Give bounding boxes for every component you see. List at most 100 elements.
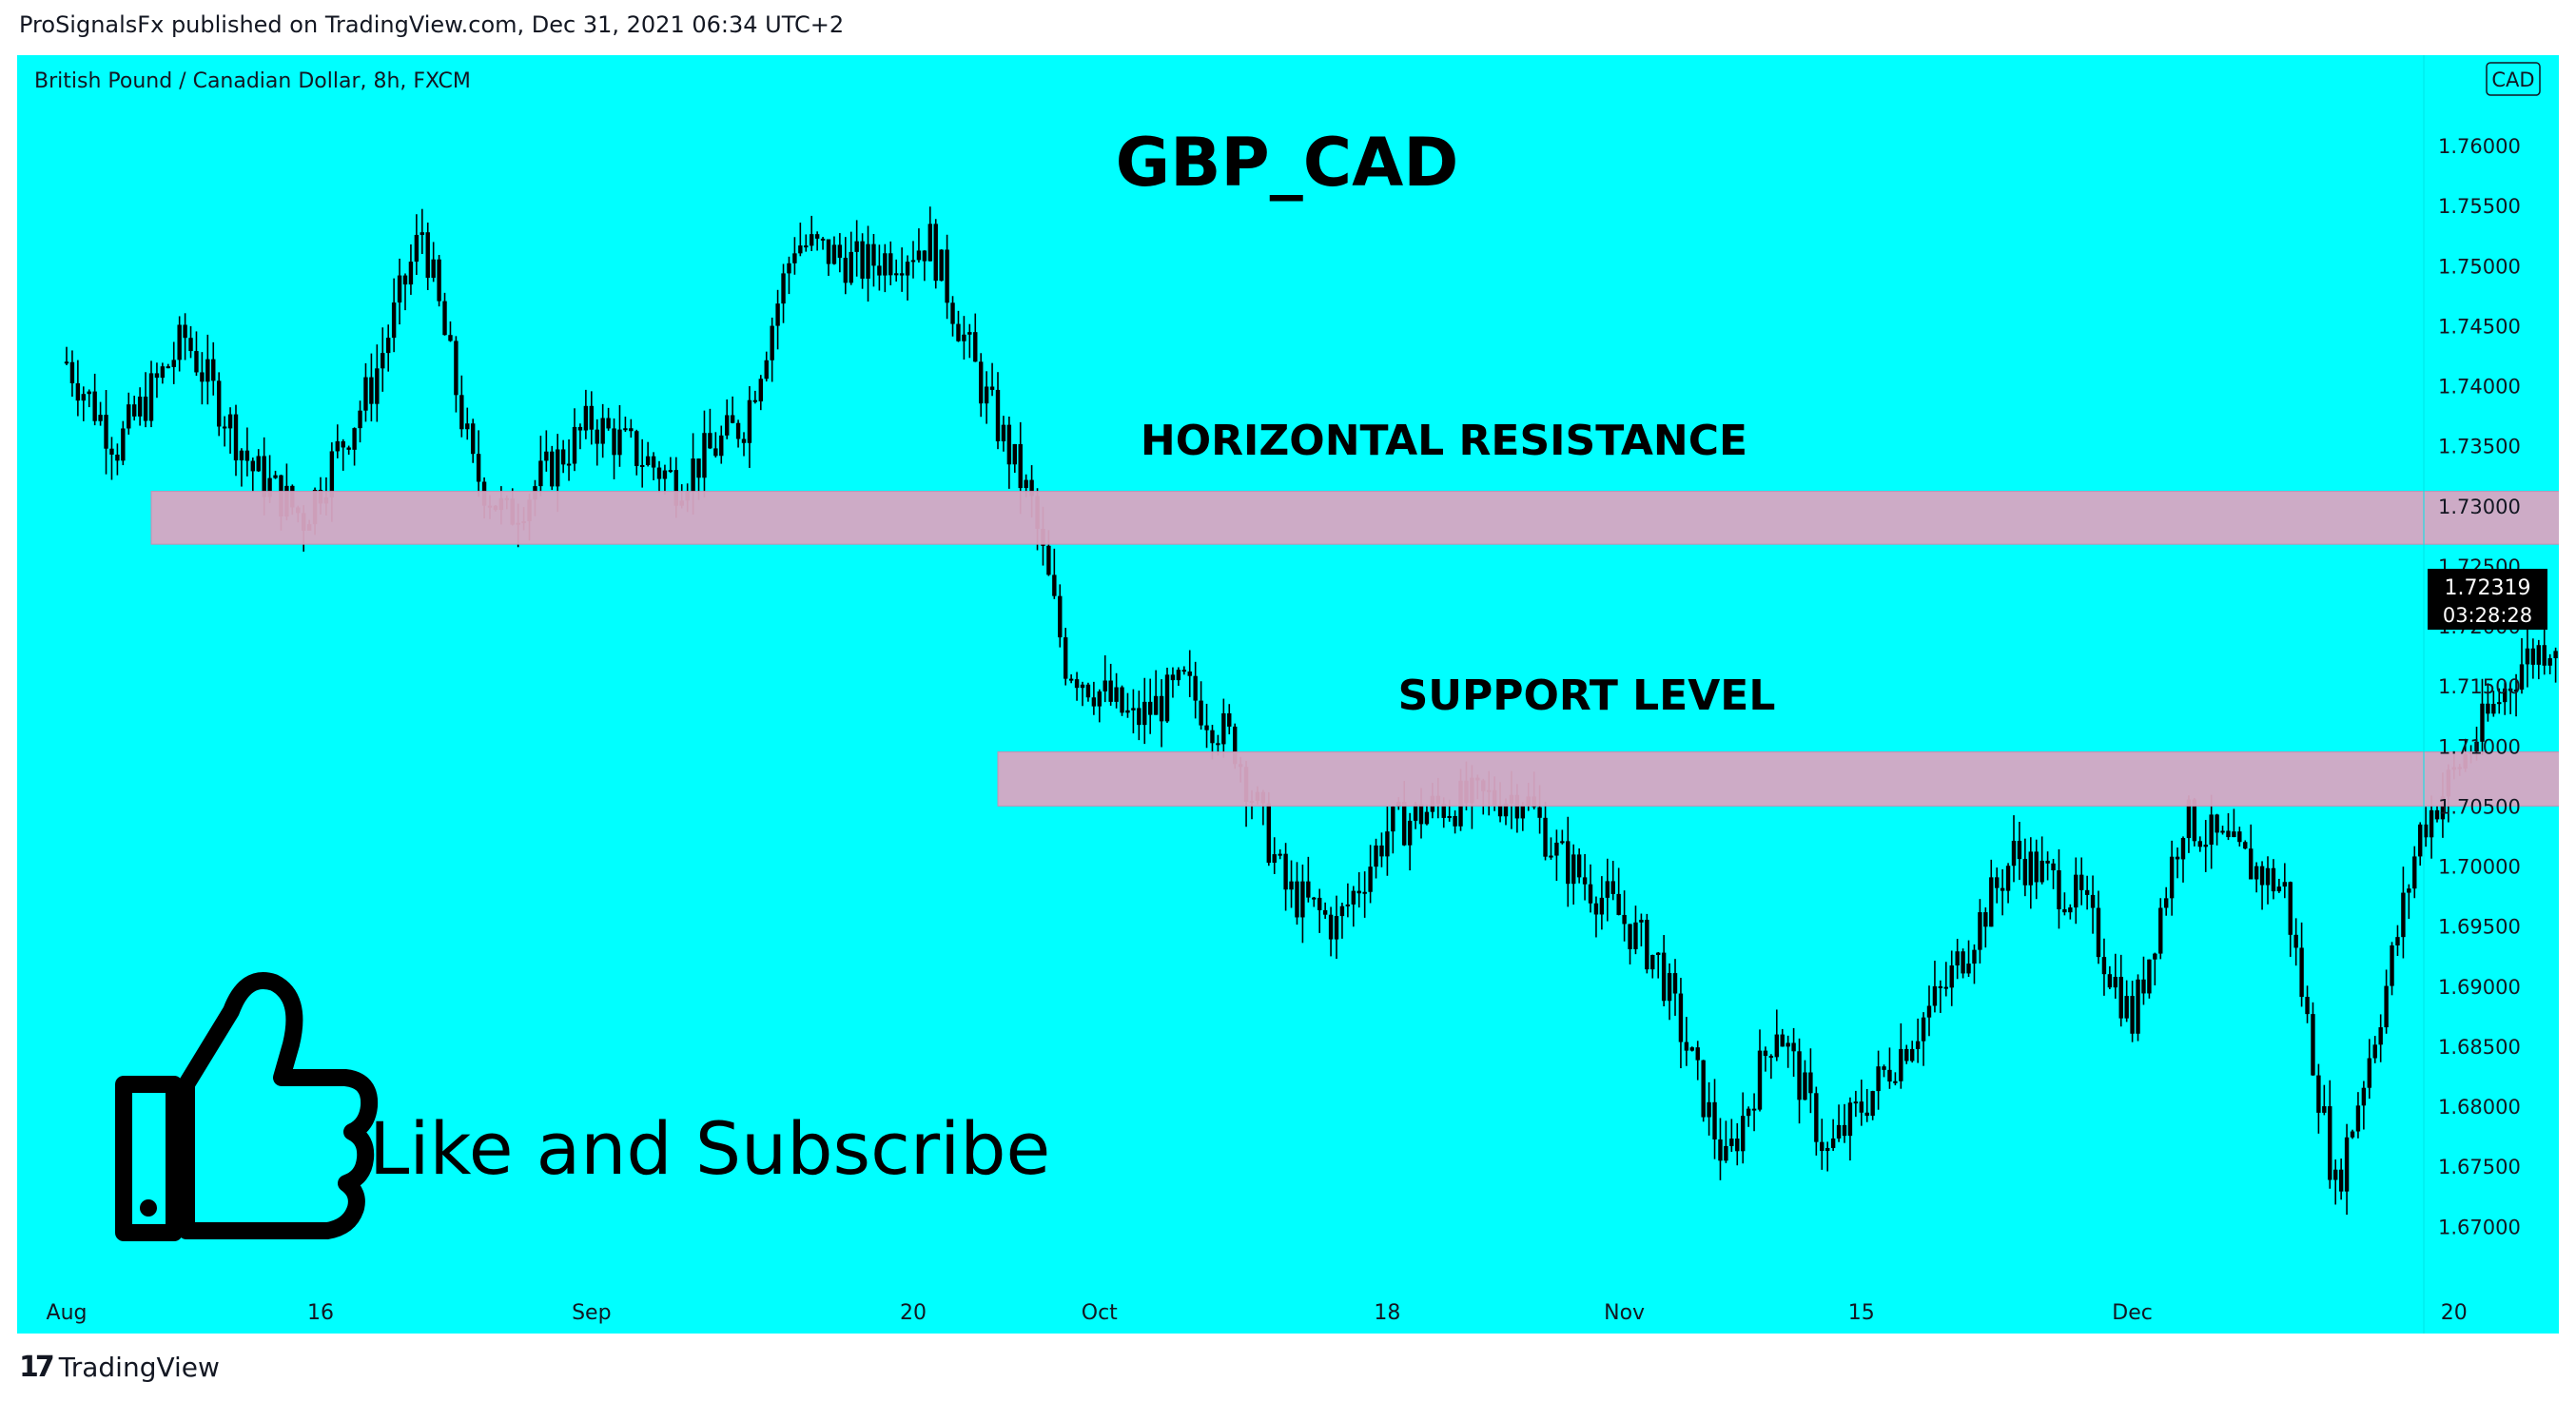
- candle-body: [860, 241, 865, 279]
- candle-body: [589, 405, 594, 430]
- candle-body: [233, 414, 239, 461]
- candle-body: [1689, 1047, 1694, 1051]
- candle-body: [2288, 882, 2293, 935]
- candle-body: [950, 302, 955, 324]
- candle-body: [2322, 1106, 2327, 1113]
- candle-body: [1385, 831, 1390, 857]
- candle-body: [792, 253, 797, 263]
- candle-body: [454, 341, 459, 396]
- candle-body: [2084, 889, 2090, 895]
- candle-body: [1080, 684, 1085, 689]
- candle-body: [2378, 1027, 2383, 1045]
- candle-body: [2232, 831, 2236, 838]
- time-axis[interactable]: Aug16Sep20Oct18Nov15Dec20202217: [47, 1301, 2559, 1325]
- candle-body: [2530, 648, 2536, 665]
- candle-body: [2271, 867, 2276, 892]
- candle-body: [1859, 1101, 1864, 1113]
- candle-body: [1266, 803, 1271, 864]
- candle-body: [538, 460, 543, 487]
- candle-body: [1402, 802, 1407, 846]
- price-axis[interactable]: 1.76000 1.75500 1.75000 1.74500 1.74000 1.735…: [2423, 55, 2547, 1334]
- candle-body: [1949, 965, 1954, 988]
- footer-brand[interactable]: 17 TradingView: [19, 1351, 220, 1384]
- candle-body: [1893, 1081, 1898, 1083]
- candle-body: [979, 361, 984, 404]
- candle-body: [1418, 804, 1424, 825]
- candle-body: [160, 366, 166, 379]
- bar-countdown: 03:28:28: [2443, 604, 2532, 627]
- candle-body: [1543, 817, 1548, 857]
- candle-body: [2113, 976, 2117, 988]
- candle-body: [1593, 903, 1599, 915]
- candle-body: [244, 450, 250, 461]
- candle-body: [143, 396, 148, 421]
- candle-body: [1566, 841, 1571, 885]
- candle-body: [962, 334, 966, 341]
- currency-badge[interactable]: [2486, 62, 2541, 96]
- candle-body: [1768, 1056, 1774, 1059]
- candle-body: [1334, 916, 1339, 940]
- candle-body: [397, 275, 402, 303]
- x-tick-label: 20: [2441, 1301, 2468, 1325]
- candle-body: [2486, 703, 2490, 714]
- candle-body: [662, 470, 668, 479]
- candle-body: [696, 458, 701, 478]
- candle-body: [2259, 866, 2265, 886]
- candle-body: [2503, 688, 2508, 703]
- candle-body: [1097, 691, 1102, 707]
- candle-body: [414, 234, 420, 263]
- candle-body: [995, 389, 1001, 441]
- candle-body: [1678, 993, 1684, 1042]
- y-tick-label: 1.69500: [2438, 916, 2521, 939]
- candle-body: [2440, 796, 2446, 820]
- candle-body: [1842, 1124, 1847, 1137]
- candle-body: [1622, 914, 1627, 925]
- candle-body: [1091, 697, 1097, 707]
- candle-body: [730, 415, 735, 423]
- candle-body: [2237, 831, 2242, 843]
- candle-body: [1701, 1060, 1706, 1118]
- candle-body: [358, 410, 362, 429]
- candle-body: [787, 263, 791, 274]
- y-tick-label: 1.70000: [2438, 856, 2521, 879]
- candle-body: [425, 232, 430, 279]
- candle-body: [1351, 890, 1356, 905]
- candle-body: [1374, 845, 1378, 867]
- candle-body: [2305, 997, 2310, 1015]
- candle-body: [256, 456, 261, 472]
- candle-body: [623, 428, 628, 431]
- candle-body: [166, 366, 170, 369]
- y-tick-label: 1.74500: [2438, 315, 2521, 338]
- candle-body: [104, 415, 108, 449]
- chart-area[interactable]: British Pound / Canadian Dollar, 8h, FXC…: [17, 55, 2576, 1334]
- candle-body: [1289, 881, 1294, 890]
- candle-body: [1233, 726, 1238, 765]
- candle-body: [2249, 848, 2254, 880]
- candle-body: [2039, 860, 2044, 883]
- candle-body: [386, 338, 391, 354]
- candle-body: [1628, 924, 1632, 949]
- candle-body: [375, 368, 380, 404]
- candle-body: [1836, 1124, 1842, 1139]
- candle-body: [1413, 804, 1418, 821]
- candle-body: [2513, 690, 2519, 692]
- candle-body: [1514, 794, 1520, 819]
- candle-body: [2011, 840, 2017, 867]
- candle-body: [764, 360, 769, 380]
- candle-body: [1153, 695, 1159, 715]
- candle-body: [566, 463, 572, 466]
- candle-body: [752, 399, 758, 402]
- support-zone: [997, 751, 2576, 807]
- candle-body: [329, 451, 335, 497]
- candle-body: [1453, 815, 1457, 827]
- candle-body: [2338, 1169, 2344, 1192]
- candle-body: [1137, 708, 1142, 726]
- candle-body: [612, 428, 616, 456]
- candle-body: [2169, 856, 2175, 899]
- candle-body: [1870, 1091, 1875, 1117]
- footer-brand-name: TradingView: [58, 1352, 220, 1383]
- candle-body: [1204, 725, 1209, 730]
- candle-body: [431, 259, 436, 279]
- candle-body: [250, 460, 255, 472]
- candle-body: [1684, 1042, 1689, 1051]
